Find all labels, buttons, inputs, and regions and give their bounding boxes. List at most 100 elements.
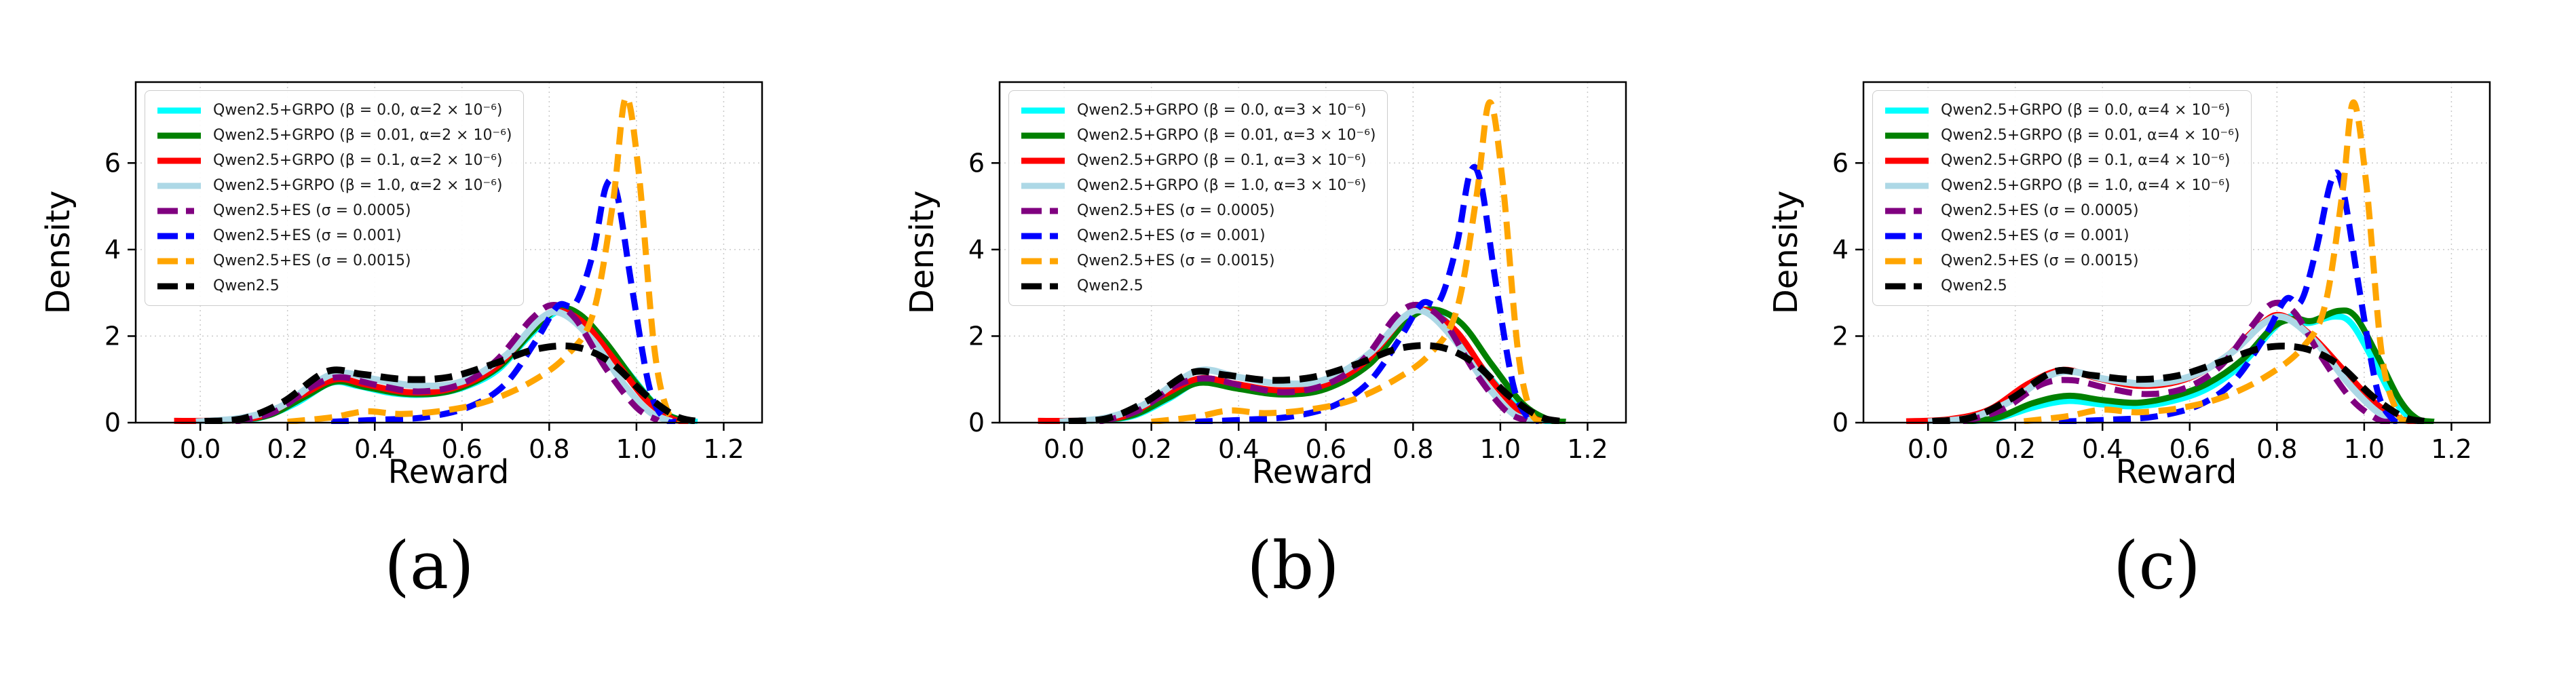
legend-swatch-grpo-beta01 xyxy=(1885,157,1929,163)
legend-item: Qwen2.5+ES (σ = 0.0015) xyxy=(1884,248,2240,273)
plot-frame xyxy=(134,81,763,424)
legend-item: Qwen2.5+GRPO (β = 1.0, α=3 × 10⁻⁶) xyxy=(1020,173,1376,198)
y-tick-label: 6 xyxy=(105,148,121,178)
legend-item: Qwen2.5+ES (σ = 0.001) xyxy=(1020,223,1376,248)
legend-item: Qwen2.5+ES (σ = 0.0015) xyxy=(156,248,512,273)
curve-es-0005 xyxy=(1098,301,1528,424)
y-tick-label: 2 xyxy=(1832,321,1849,351)
x-axis-label: Reward xyxy=(2116,453,2237,491)
legend-label: Qwen2.5+GRPO (β = 0.0, α=2 × 10⁻⁶) xyxy=(213,102,503,119)
curve-qwen-base xyxy=(204,342,699,424)
legend-label: Qwen2.5+ES (σ = 0.0015) xyxy=(213,252,411,269)
legend-swatch-grpo-beta001 xyxy=(1885,132,1929,138)
x-tick-labels: 0.0 0.2 0.4 0.6 0.8 1.0 1.2 xyxy=(180,434,744,464)
x-tick-label: 0.6 xyxy=(2170,434,2210,464)
legend-label: Qwen2.5+ES (σ = 0.0015) xyxy=(1077,252,1275,269)
legend-swatch-grpo-beta001 xyxy=(1021,132,1065,138)
x-tick-label: 0.4 xyxy=(1218,434,1259,464)
curve-grpo-beta001 xyxy=(1055,306,1566,424)
x-tick-label: 0.6 xyxy=(442,434,482,464)
curves xyxy=(1038,99,1566,424)
legend-swatch-es-001 xyxy=(1021,233,1065,239)
x-tick-label: 0.0 xyxy=(180,434,221,464)
legend-swatch-grpo-beta01 xyxy=(157,157,201,163)
legend-item: Qwen2.5+GRPO (β = 0.0, α=2 × 10⁻⁶) xyxy=(156,98,512,123)
legend-label: Qwen2.5+GRPO (β = 0.1, α=3 × 10⁻⁶) xyxy=(1077,152,1367,169)
legend-swatch-es-001 xyxy=(1885,233,1929,239)
panel-caption: (c) xyxy=(2113,528,2201,604)
x-tick-labels: 0.0 0.2 0.4 0.6 0.8 1.0 1.2 xyxy=(1908,434,2472,464)
legend-label: Qwen2.5+GRPO (β = 0.01, α=2 × 10⁻⁶) xyxy=(213,127,512,144)
legend-swatch-grpo-beta0 xyxy=(1885,107,1929,113)
legend-label: Qwen2.5+GRPO (β = 0.1, α=2 × 10⁻⁶) xyxy=(213,152,503,169)
x-tick-labels: 0.0 0.2 0.4 0.6 0.8 1.0 1.2 xyxy=(1044,434,1608,464)
legend-label: Qwen2.5+ES (σ = 0.0005) xyxy=(213,202,411,219)
legend-swatch-es-0015 xyxy=(1885,258,1929,264)
x-tick-label: 1.0 xyxy=(2344,434,2385,464)
legend-item: Qwen2.5+GRPO (β = 0.0, α=4 × 10⁻⁶) xyxy=(1884,98,2240,123)
curve-es-0005 xyxy=(1962,299,2391,424)
legend-label: Qwen2.5 xyxy=(1941,277,2007,294)
x-tick-label: 0.2 xyxy=(267,434,307,464)
legend-item: Qwen2.5+GRPO (β = 0.01, α=4 × 10⁻⁶) xyxy=(1884,123,2240,148)
x-tick-label: 0.8 xyxy=(1393,434,1433,464)
x-tick-label: 0.8 xyxy=(529,434,569,464)
curves xyxy=(1906,99,2435,424)
legend-label: Qwen2.5 xyxy=(213,277,280,294)
legend-swatch-grpo-beta1 xyxy=(1885,182,1929,189)
x-tick-label: 0.2 xyxy=(1994,434,2035,464)
legend-swatch-es-001 xyxy=(157,233,201,239)
legend-label: Qwen2.5+GRPO (β = 0.0, α=3 × 10⁻⁶) xyxy=(1077,102,1367,119)
curve-grpo-beta1 xyxy=(195,308,673,424)
y-axis-label: Density xyxy=(1767,191,1805,314)
legend-swatch-es-0015 xyxy=(1021,258,1065,264)
curve-es-0015 xyxy=(2023,99,2410,424)
axis-ticks xyxy=(991,162,1589,431)
panel-b: 0.0 0.2 0.4 0.6 0.8 1.0 1.2 0 2 4 6 Reward Densit… xyxy=(864,0,1722,694)
x-tick-label: 0.8 xyxy=(2256,434,2297,464)
legend-item: Qwen2.5+ES (σ = 0.0015) xyxy=(1020,248,1376,273)
x-tick-label: 0.0 xyxy=(1908,434,1948,464)
panel-c: 0.0 0.2 0.4 0.6 0.8 1.0 1.2 0 2 4 6 Reward Densit… xyxy=(1728,0,2576,694)
y-tick-label: 2 xyxy=(105,321,121,351)
x-tick-label: 1.2 xyxy=(1567,434,1608,464)
curve-es-0015 xyxy=(287,94,683,424)
x-axis-label: Reward xyxy=(388,453,510,491)
legend-swatch-grpo-beta1 xyxy=(157,182,201,189)
curve-es-001 xyxy=(1194,163,1541,424)
legend-swatch-grpo-beta0 xyxy=(157,107,201,113)
plot-frame xyxy=(1862,81,2491,424)
x-tick-label: 0.6 xyxy=(1306,434,1346,464)
panel-caption: (a) xyxy=(384,528,474,604)
legend-item: Qwen2.5+GRPO (β = 1.0, α=4 × 10⁻⁶) xyxy=(1884,173,2240,198)
x-tick-label: 0.4 xyxy=(2082,434,2123,464)
legend-swatch-qwen-base xyxy=(1021,283,1065,289)
legend-item: Qwen2.5+GRPO (β = 0.1, α=3 × 10⁻⁶) xyxy=(1020,148,1376,173)
y-tick-label: 0 xyxy=(1832,408,1849,438)
legend-swatch-es-0005 xyxy=(1885,208,1929,214)
legend-swatch-es-0005 xyxy=(157,208,201,214)
legend-item: Qwen2.5+ES (σ = 0.0005) xyxy=(1020,198,1376,223)
legend-swatch-grpo-beta1 xyxy=(1021,182,1065,189)
axis-ticks xyxy=(128,162,725,431)
x-tick-label: 0.4 xyxy=(354,434,395,464)
legend-swatch-grpo-beta0 xyxy=(1021,107,1065,113)
legend-item: Qwen2.5+GRPO (β = 1.0, α=2 × 10⁻⁶) xyxy=(156,173,512,198)
legend-item: Qwen2.5+ES (σ = 0.001) xyxy=(156,223,512,248)
legend-item: Qwen2.5+ES (σ = 0.0005) xyxy=(156,198,512,223)
curve-qwen-base xyxy=(1068,342,1562,424)
x-tick-label: 0.2 xyxy=(1131,434,1171,464)
y-tick-label: 0 xyxy=(968,408,985,438)
x-tick-label: 0.0 xyxy=(1044,434,1084,464)
legend-item: Qwen2.5+ES (σ = 0.0005) xyxy=(1884,198,2240,223)
legend-label: Qwen2.5 xyxy=(1077,277,1143,294)
panel-caption: (b) xyxy=(1247,528,1340,604)
legend-swatch-grpo-beta01 xyxy=(1021,157,1065,163)
curve-qwen-base xyxy=(1932,343,2426,424)
legend-item: Qwen2.5+GRPO (β = 0.1, α=2 × 10⁻⁶) xyxy=(156,148,512,173)
x-tick-label: 1.2 xyxy=(2431,434,2471,464)
y-tick-label: 4 xyxy=(1832,235,1849,265)
x-tick-label: 1.0 xyxy=(616,434,657,464)
legend-label: Qwen2.5+ES (σ = 0.0005) xyxy=(1941,202,2139,219)
axis-ticks xyxy=(1855,162,2452,431)
